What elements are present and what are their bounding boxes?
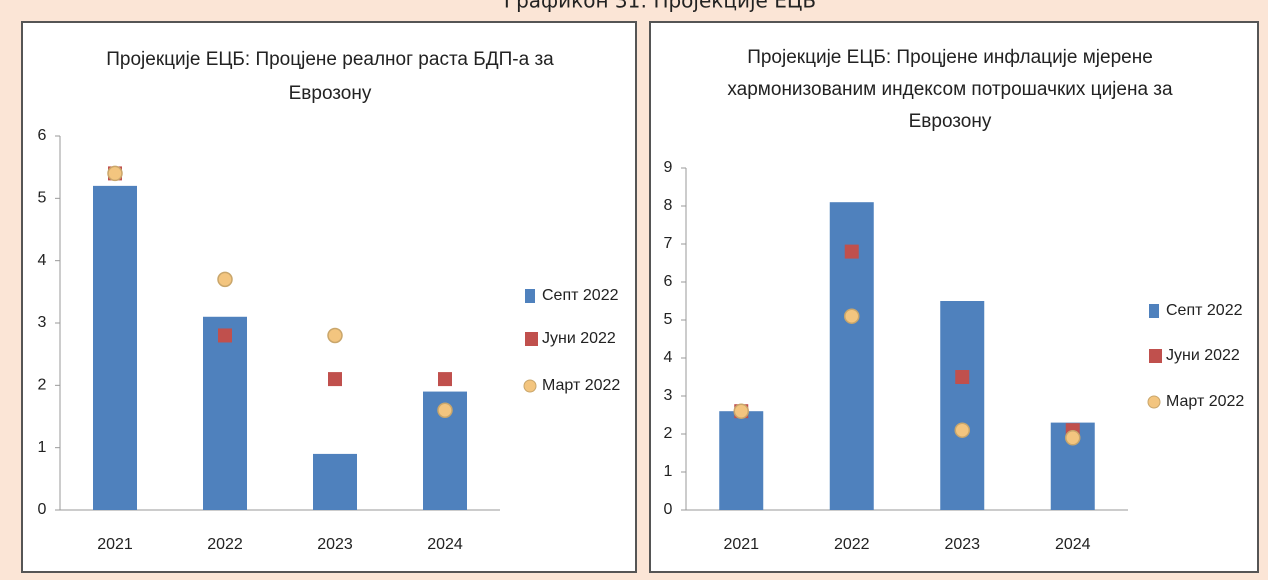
marker-square <box>844 244 859 259</box>
bar <box>313 453 357 510</box>
marker-square <box>955 370 970 384</box>
x-tick-label: 2021 <box>97 536 133 553</box>
bar <box>203 316 247 510</box>
y-tick-label: 7 <box>664 235 673 252</box>
y-tick-label: 6 <box>38 127 47 144</box>
x-tick-label: 2022 <box>207 536 243 553</box>
y-tick-label: 6 <box>664 273 673 290</box>
y-tick-label: 5 <box>38 190 47 207</box>
x-tick-label: 2024 <box>1055 536 1091 553</box>
x-tick-label: 2024 <box>427 536 463 553</box>
marker-circle <box>107 165 123 182</box>
marker-circle <box>954 422 970 438</box>
x-tick-label: 2023 <box>317 536 353 553</box>
y-tick-label: 2 <box>664 425 673 442</box>
chart-title: Еврозону <box>289 83 372 104</box>
y-tick-label: 9 <box>664 159 673 176</box>
x-tick-label: 2023 <box>944 536 980 553</box>
x-tick-label: 2022 <box>834 536 870 553</box>
legend-label: Јуни 2022 <box>1166 347 1240 364</box>
y-tick-label: 5 <box>664 311 673 328</box>
legend-swatch <box>523 379 537 393</box>
marker-circle <box>733 403 749 419</box>
legend-label: Септ 2022 <box>1166 302 1243 319</box>
legend-label: Март 2022 <box>1166 393 1244 410</box>
bar <box>719 411 764 510</box>
chart-title: Еврозону <box>909 111 992 132</box>
legend-swatch <box>1149 304 1159 318</box>
y-tick-label: 0 <box>38 501 47 518</box>
bar <box>93 185 137 510</box>
legend-swatch <box>525 289 535 303</box>
legend-swatch <box>1147 395 1161 409</box>
legend-swatch <box>1149 349 1162 363</box>
chart-title: Пројекције ЕЦБ: Процјене реалног раста Б… <box>106 49 554 70</box>
marker-circle <box>437 402 453 419</box>
marker-circle <box>217 271 233 288</box>
y-tick-label: 4 <box>38 252 47 269</box>
page-title: Графикон 31: Пројекције ЕЦБ <box>504 0 816 13</box>
legend-label: Јуни 2022 <box>542 330 616 347</box>
bar <box>940 301 985 510</box>
marker-circle <box>844 308 860 324</box>
y-tick-label: 1 <box>38 439 47 456</box>
y-tick-label: 2 <box>38 377 47 394</box>
legend-label: Септ 2022 <box>542 287 619 304</box>
marker-circle <box>327 327 343 344</box>
legend-label: Март 2022 <box>542 377 620 394</box>
y-tick-label: 0 <box>664 501 673 518</box>
y-tick-label: 3 <box>664 387 673 404</box>
legend-swatch <box>525 332 538 346</box>
marker-square <box>218 328 232 343</box>
x-tick-label: 2021 <box>723 536 759 553</box>
chart-title: хармонизованим индексом потрошачких ције… <box>727 79 1173 100</box>
y-tick-label: 1 <box>664 463 673 480</box>
marker-circle <box>1065 430 1081 446</box>
marker-square <box>328 372 342 387</box>
chart-title: Пројекције ЕЦБ: Процјене инфлације мјере… <box>747 47 1153 68</box>
y-tick-label: 3 <box>38 314 47 331</box>
y-tick-label: 8 <box>664 197 673 214</box>
marker-square <box>438 372 452 387</box>
y-tick-label: 4 <box>664 349 673 366</box>
